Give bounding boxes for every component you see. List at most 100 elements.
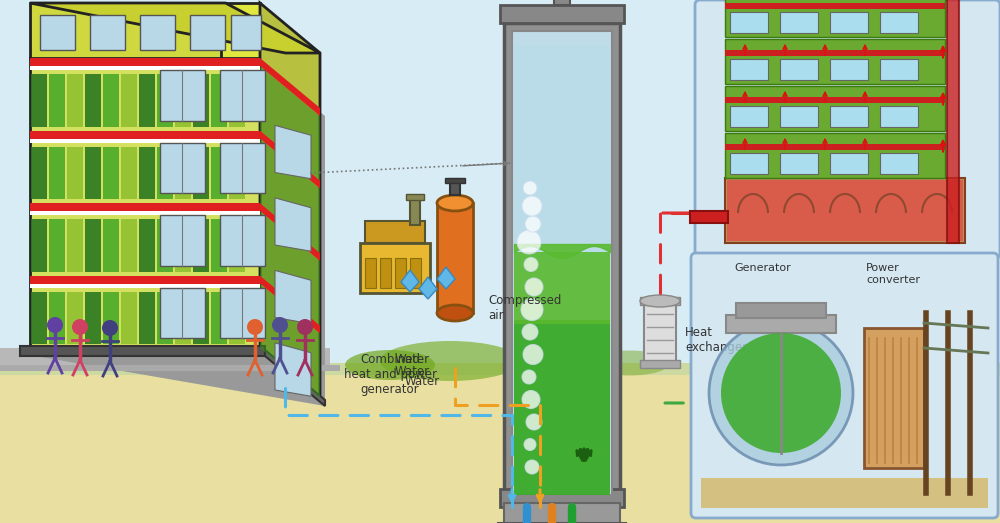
Bar — [445, 178, 465, 183]
Bar — [395, 258, 406, 288]
Bar — [220, 3, 260, 58]
Bar — [31, 291, 47, 344]
Bar — [554, 0, 570, 5]
Circle shape — [522, 370, 536, 384]
Bar — [780, 59, 818, 80]
Bar — [437, 203, 473, 313]
Bar — [140, 15, 175, 50]
Bar — [121, 146, 137, 199]
Circle shape — [523, 181, 537, 195]
Bar — [211, 74, 227, 127]
Polygon shape — [275, 126, 311, 179]
Bar — [193, 291, 209, 344]
Bar — [780, 153, 818, 174]
Bar — [49, 219, 65, 271]
Polygon shape — [260, 211, 320, 325]
Circle shape — [522, 324, 538, 340]
Circle shape — [47, 317, 63, 333]
Bar — [211, 291, 227, 344]
Bar — [500, 5, 624, 23]
Bar — [85, 291, 101, 344]
Bar — [175, 291, 191, 344]
Bar — [85, 219, 101, 271]
Bar — [193, 146, 209, 199]
Bar — [380, 258, 391, 288]
Bar — [406, 194, 424, 200]
Circle shape — [523, 345, 543, 365]
Polygon shape — [260, 283, 320, 398]
Bar — [0, 363, 1000, 375]
Bar — [0, 368, 1000, 523]
FancyBboxPatch shape — [691, 253, 998, 518]
Bar — [514, 320, 610, 495]
Bar — [139, 291, 155, 344]
Ellipse shape — [590, 350, 670, 376]
Circle shape — [521, 299, 543, 321]
Bar — [640, 360, 680, 368]
Bar — [193, 74, 209, 127]
Bar — [230, 15, 260, 50]
Bar — [504, 23, 620, 503]
Bar — [690, 211, 728, 223]
Bar — [0, 365, 340, 371]
Bar — [31, 74, 47, 127]
Bar — [139, 146, 155, 199]
Bar — [220, 288, 265, 338]
Bar — [725, 3, 945, 9]
Circle shape — [525, 278, 543, 296]
Bar — [157, 74, 173, 127]
Bar — [725, 97, 945, 103]
Ellipse shape — [437, 305, 473, 321]
Bar — [193, 219, 209, 271]
Bar — [512, 31, 612, 495]
Bar — [103, 74, 119, 127]
Bar — [644, 298, 676, 363]
Circle shape — [247, 319, 263, 335]
Bar — [730, 12, 768, 33]
Bar — [31, 146, 47, 199]
Bar — [500, 489, 624, 507]
Bar — [160, 215, 205, 266]
Bar — [85, 74, 101, 127]
Bar — [880, 59, 918, 80]
Polygon shape — [260, 131, 320, 188]
Bar — [85, 146, 101, 199]
Bar — [864, 328, 924, 468]
Bar — [30, 203, 260, 211]
Ellipse shape — [437, 195, 473, 211]
Bar — [157, 146, 173, 199]
Text: Combined
heat and power
generator: Combined heat and power generator — [344, 353, 436, 396]
Text: Power
converter: Power converter — [866, 263, 920, 285]
Bar — [139, 74, 155, 127]
Bar — [157, 291, 173, 344]
Bar — [229, 219, 245, 271]
Polygon shape — [275, 270, 311, 324]
Bar — [880, 153, 918, 174]
Circle shape — [517, 230, 541, 254]
Circle shape — [525, 216, 541, 232]
Bar — [726, 315, 836, 333]
Bar — [30, 276, 260, 283]
Bar — [30, 139, 260, 142]
Circle shape — [721, 333, 841, 453]
Bar — [830, 12, 868, 33]
Bar — [160, 142, 205, 193]
Bar — [514, 45, 610, 261]
Circle shape — [297, 319, 313, 335]
Bar — [725, 0, 945, 37]
Bar — [365, 221, 425, 243]
Bar — [220, 142, 265, 193]
Text: Heat
exchanger: Heat exchanger — [685, 326, 747, 354]
Circle shape — [272, 317, 288, 333]
Bar — [90, 15, 125, 50]
Bar — [450, 179, 460, 195]
Circle shape — [524, 257, 538, 271]
Polygon shape — [419, 277, 437, 299]
Bar — [360, 243, 430, 293]
Text: Generator: Generator — [734, 263, 791, 273]
Bar — [67, 291, 83, 344]
Polygon shape — [260, 203, 320, 261]
FancyBboxPatch shape — [695, 0, 1000, 258]
Bar — [160, 288, 205, 338]
Bar — [514, 252, 610, 324]
